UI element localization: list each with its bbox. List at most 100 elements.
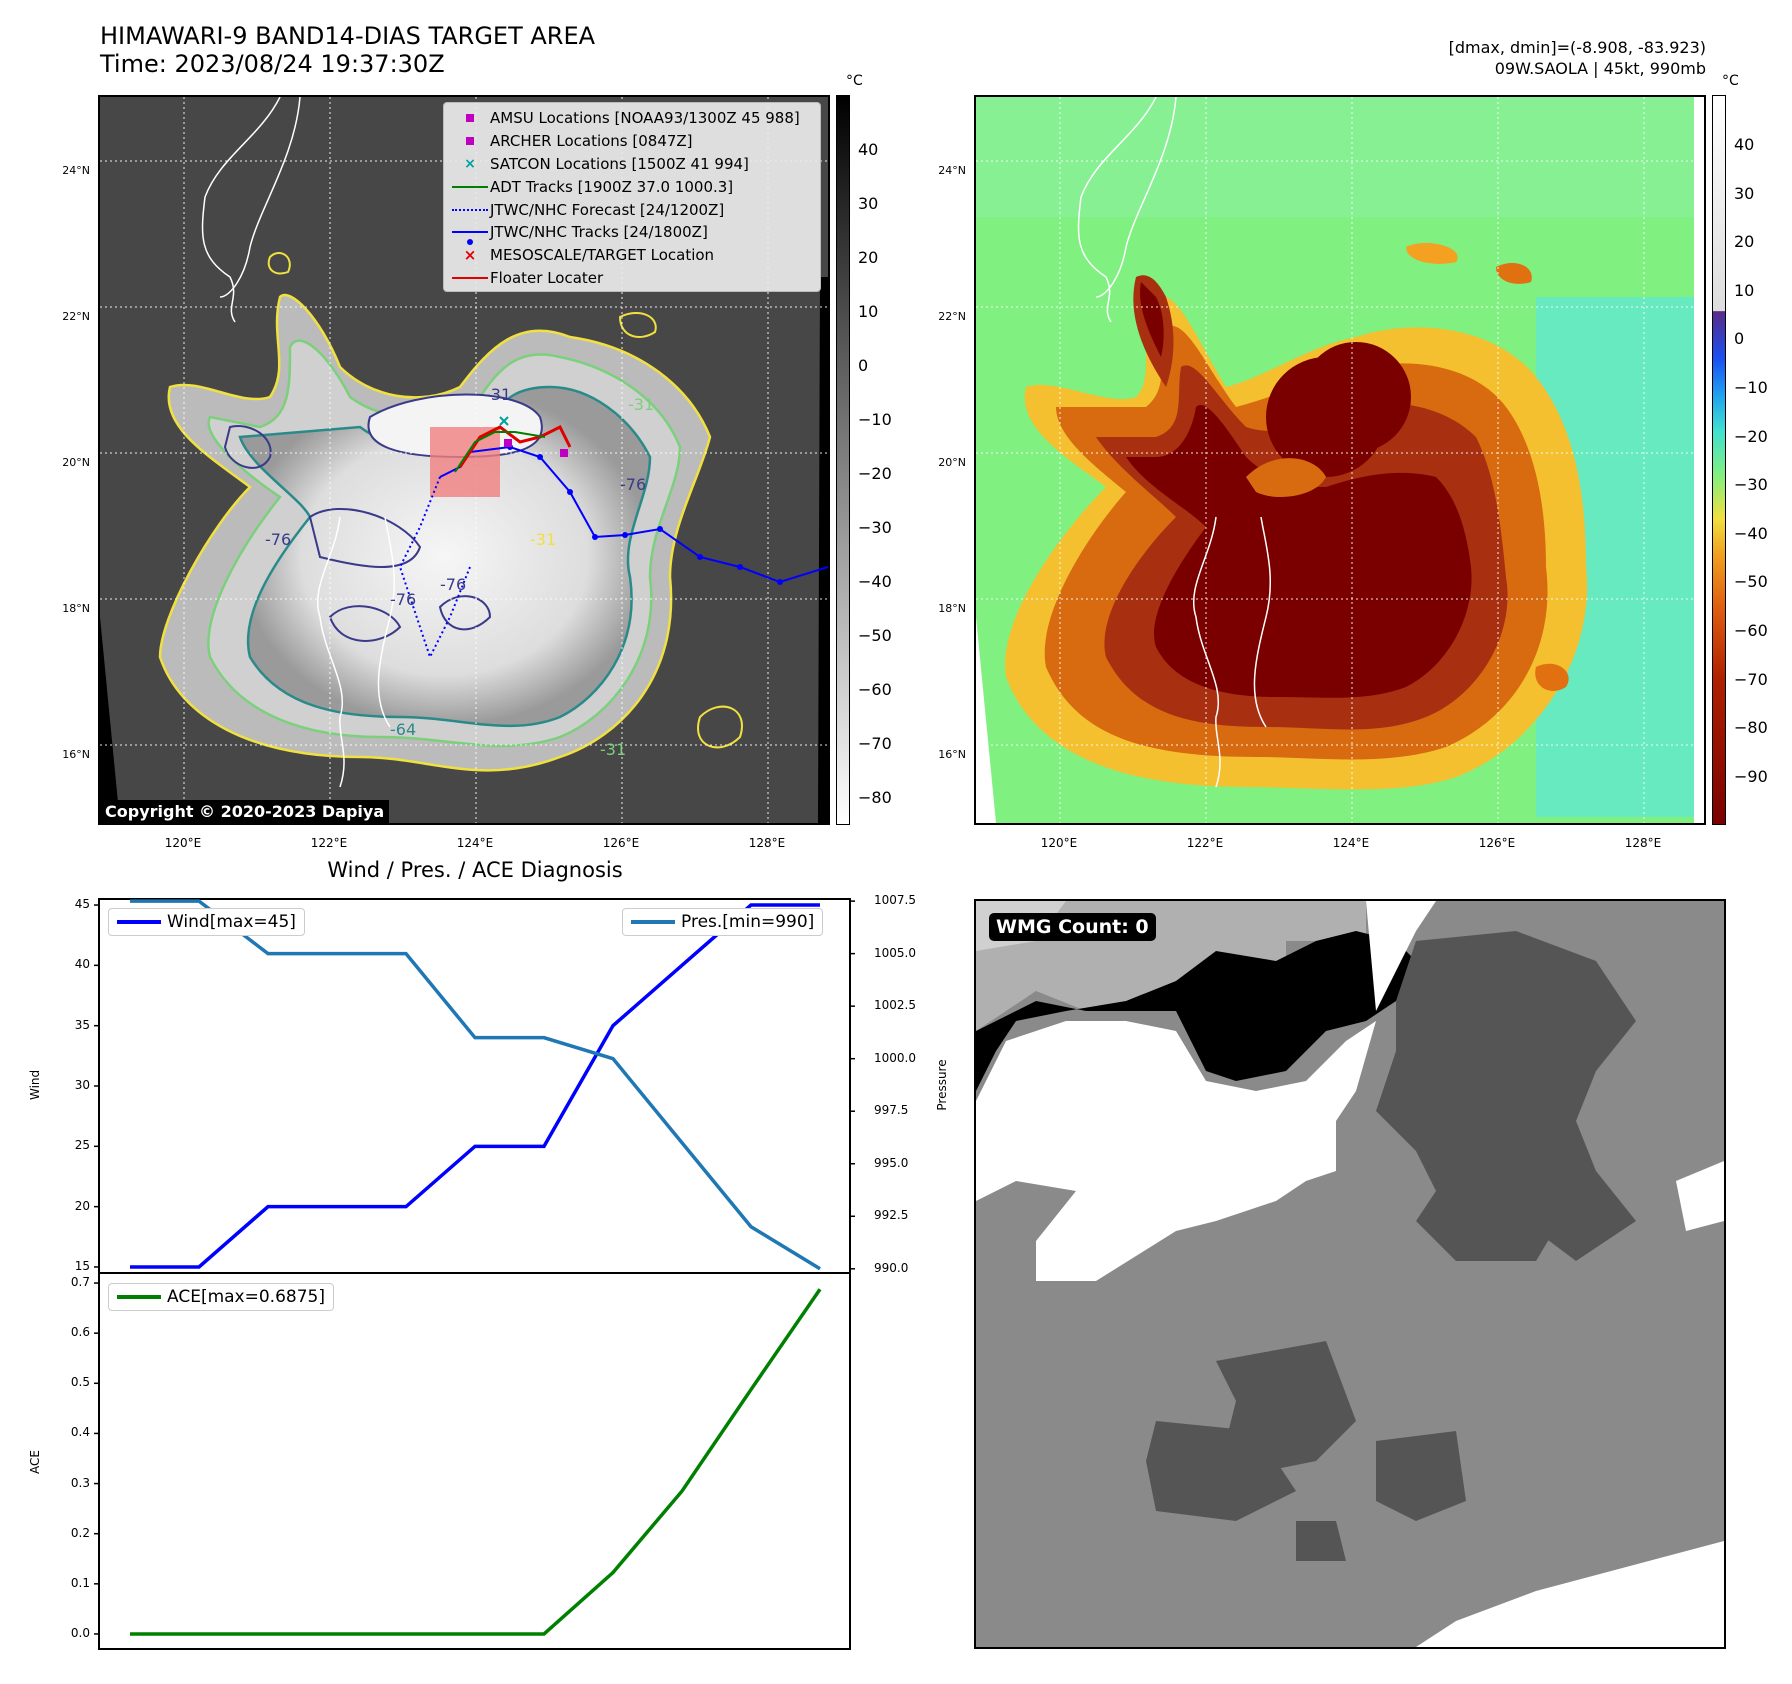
wind-series-line	[130, 903, 820, 1269]
legend-item-adt: ADT Tracks [1900Z 37.0 1000.3]	[450, 175, 814, 198]
blue-line-icon	[117, 920, 161, 924]
blue-line-dot-icon	[450, 231, 490, 246]
colorbar-tick-label: 40	[1734, 135, 1755, 154]
blue-dotted-line-icon	[450, 208, 490, 211]
colorbar-tick-label: −20	[1734, 426, 1768, 446]
pressure-legend: Pres.[min=990]	[622, 908, 824, 936]
legend-item-floater: Floater Locater	[450, 267, 814, 290]
axis-tick-label: 0.6	[70, 1325, 90, 1340]
wmg-panel	[974, 899, 1726, 1649]
axis-tick-label: 0.0	[70, 1625, 90, 1640]
colorbar-unit: °C	[846, 73, 863, 89]
contour-label: -31	[485, 385, 512, 404]
colorbar-tick-label: −50	[858, 626, 892, 645]
axis-tick-label: 35	[74, 1017, 90, 1032]
figure-title: HIMAWARI-9 BAND14-DIAS TARGET AREA	[100, 22, 596, 50]
lon-label: 122°E	[310, 836, 348, 850]
contour-label: -76	[390, 590, 417, 609]
colorbar-enhanced	[1712, 95, 1726, 825]
red-x-icon: ×	[463, 246, 477, 265]
colorbar-tick-label: −70	[858, 734, 892, 753]
legend-item-jtwc-tracks: JTWC/NHC Tracks [24/1800Z]	[450, 221, 814, 246]
storm-info-label: 09W.SAOLA | 45kt, 990mb	[1494, 59, 1706, 78]
axis-tick-label: 1002.5	[874, 998, 916, 1013]
colorbar-tick-label: −70	[1734, 669, 1768, 689]
ace-axis-label: ACE	[28, 1450, 42, 1474]
colorbar-grayscale	[836, 95, 850, 825]
lat-label: 16°N	[62, 748, 90, 761]
axis-tick-label: 15	[74, 1258, 90, 1273]
lon-label: 122°E	[1186, 836, 1224, 850]
colorbar-tick-label: −30	[858, 518, 892, 537]
magenta-square-icon	[450, 114, 490, 123]
contour-label: -76	[440, 575, 467, 594]
colorbar-tick-label: −60	[858, 680, 892, 699]
lat-label: 22°N	[62, 310, 90, 323]
figure-time: Time: 2023/08/24 19:37:30Z	[100, 50, 445, 78]
wind-axis-label: Wind	[28, 1069, 42, 1100]
wind-legend: Wind[max=45]	[108, 908, 305, 936]
contour-label: -31	[600, 740, 627, 759]
ir-satellite-map	[98, 95, 830, 825]
lat-label: 24°N	[62, 164, 90, 177]
legend-item-jtwc-forecast: JTWC/NHC Forecast [24/1200Z]	[450, 198, 814, 221]
colorbar-tick-label: 10	[858, 302, 879, 321]
lat-label: 22°N	[938, 310, 966, 323]
pressure-axis-label: Pressure	[935, 1059, 949, 1111]
colorbar-tick-label: −30	[1734, 475, 1768, 495]
wmg-canvas	[976, 901, 1724, 1647]
colorbar-tick-label: −40	[1734, 523, 1768, 543]
axis-tick-label: 0.3	[70, 1475, 90, 1490]
teal-x-icon: ×	[464, 155, 476, 172]
diagnosis-title: Wind / Pres. / ACE Diagnosis	[327, 858, 623, 882]
dmax-dmin-label: [dmax, dmin]=(-8.908, -83.923)	[1448, 38, 1706, 57]
colorbar-tick-label: −80	[1734, 718, 1768, 738]
colorbar-tick-label: −80	[858, 788, 892, 807]
axis-tick-label: 990.0	[874, 1260, 909, 1275]
copyright-label: Copyright © 2020-2023 Dapiya	[100, 800, 390, 823]
colorbar-tick-label: 20	[858, 248, 879, 267]
steelblue-line-icon	[631, 920, 675, 924]
lon-label: 124°E	[456, 836, 494, 850]
lat-label: 18°N	[938, 602, 966, 615]
axis-tick-label: 45	[74, 897, 90, 912]
colorbar-tick-label: 0	[858, 356, 869, 375]
lon-label: 128°E	[1624, 836, 1662, 850]
enhanced-map-canvas	[976, 97, 1704, 823]
lon-label: 124°E	[1332, 836, 1370, 850]
legend-item-satcon: × SATCON Locations [1500Z 41 994]	[450, 153, 814, 176]
colorbar-tick-label: −60	[1734, 621, 1768, 640]
wmg-count-badge: WMG Count: 0	[989, 913, 1156, 941]
colorbar-unit: °C	[1722, 73, 1739, 89]
lon-label: 120°E	[1040, 836, 1078, 850]
enhanced-ir-map	[974, 95, 1706, 825]
lat-label: 16°N	[938, 748, 966, 761]
lat-label: 20°N	[62, 456, 90, 469]
green-line-icon	[117, 1295, 161, 1299]
colorbar-tick-label: 0	[1734, 329, 1745, 349]
axis-tick-label: 30	[74, 1078, 90, 1092]
legend-item-mesoscale: × MESOSCALE/TARGET Location	[450, 244, 814, 267]
colorbar-tick-label: −40	[858, 572, 892, 591]
legend-item-archer: ARCHER Locations [0847Z]	[450, 130, 814, 153]
red-line-icon	[450, 276, 490, 279]
lon-label: 128°E	[748, 836, 786, 850]
axis-tick-label: 25	[74, 1138, 90, 1153]
axis-tick-label: 997.5	[874, 1103, 909, 1118]
axis-tick-label: 992.5	[874, 1208, 909, 1223]
contour-label: -31	[628, 395, 655, 414]
map-legend: AMSU Locations [NOAA93/1300Z 45 988] ARC…	[443, 102, 821, 292]
lon-label: 120°E	[164, 836, 202, 850]
contour-label: -76	[265, 530, 292, 549]
axis-tick-label: 1007.5	[874, 893, 916, 908]
legend-item-amsu: AMSU Locations [NOAA93/1300Z 45 988]	[450, 107, 814, 130]
lat-label: 18°N	[62, 602, 90, 615]
axis-tick-label: 995.0	[874, 1155, 909, 1170]
axis-tick-label: 0.5	[70, 1375, 90, 1390]
contour-label: -31	[530, 530, 557, 549]
contour-label: -76	[620, 475, 647, 494]
colorbar-tick-label: 40	[858, 140, 879, 159]
ace-legend: ACE[max=0.6875]	[108, 1283, 334, 1311]
pressure-series-line	[130, 899, 821, 1271]
